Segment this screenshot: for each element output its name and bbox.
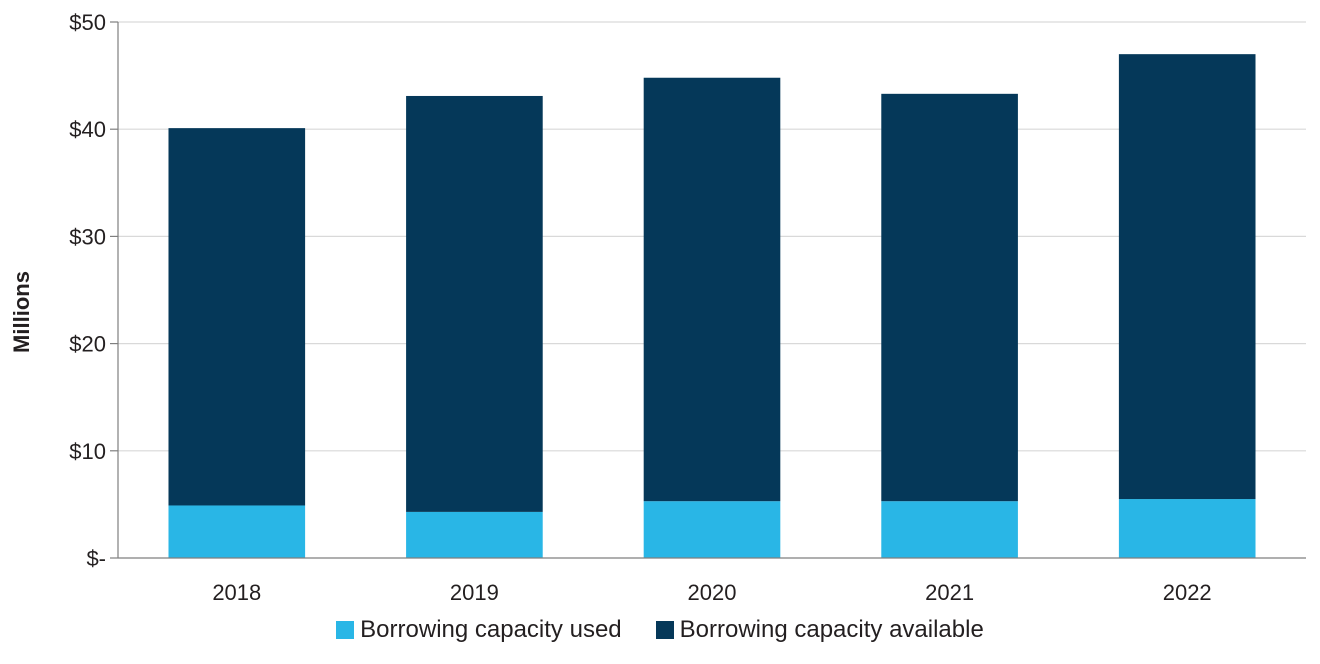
legend-swatch-used [336, 621, 355, 639]
legend-item-used: Borrowing capacity used [336, 616, 622, 644]
stacked-bar-chart: $- $10 $20 $30 $40 $50 2018 2019 2020 2021 2022 M… [9, 10, 1306, 605]
bar-used-2020 [643, 501, 781, 558]
legend-item-available: Borrowing capacity available [655, 616, 984, 644]
legend-label-used: Borrowing capacity used [360, 616, 622, 643]
y-tick-label: $50 [69, 10, 106, 35]
bar-available-2018 [168, 128, 306, 506]
bar-available-2022 [1118, 54, 1256, 500]
bar-used-2021 [881, 501, 1018, 558]
bar-used-2018 [168, 505, 306, 558]
legend: Borrowing capacity used Borrowing capaci… [0, 616, 1320, 644]
bar-available-2020 [643, 77, 781, 502]
bar-used-2019 [406, 511, 543, 558]
legend-label-available: Borrowing capacity available [679, 616, 984, 643]
legend-swatch-available [655, 621, 674, 639]
y-tick-label: $- [86, 546, 106, 571]
x-tick-label: 2020 [688, 580, 737, 605]
y-tick-label: $20 [69, 332, 106, 357]
bar-available-2019 [406, 95, 543, 512]
y-tick-labels: $- $10 $20 $30 $40 $50 [69, 10, 106, 571]
bar-used-2022 [1118, 499, 1256, 558]
bar-available-2021 [881, 93, 1018, 502]
bars [168, 54, 1256, 558]
axes [117, 22, 1306, 559]
y-tick-label: $10 [69, 439, 106, 464]
y-tick-label: $40 [69, 117, 106, 142]
y-tick-label: $30 [69, 224, 106, 249]
x-tick-label: 2018 [212, 580, 261, 605]
x-tick-label: 2021 [925, 580, 974, 605]
x-tick-label: 2019 [450, 580, 499, 605]
x-tick-labels: 2018 2019 2020 2021 2022 [212, 580, 1211, 605]
x-tick-label: 2022 [1163, 580, 1212, 605]
y-axis-title: Millions [9, 271, 34, 353]
